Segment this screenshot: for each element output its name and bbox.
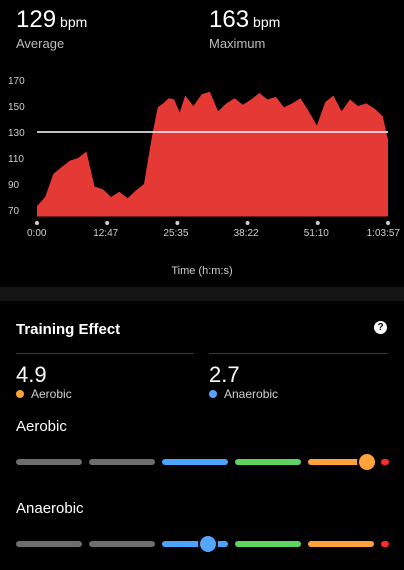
maximum-hr-value: 163 [209, 6, 250, 33]
y-tick-label: 70 [8, 206, 20, 217]
y-tick-label: 170 [8, 76, 25, 87]
anaerobic-te-label: Anaerobic [209, 387, 278, 401]
aerobic-dot-icon [16, 390, 24, 398]
anaerobic-dot-icon [209, 390, 217, 398]
heart-rate-area [37, 91, 388, 217]
x-tick-label: 38:22 [233, 228, 259, 239]
scale-segment [308, 459, 374, 465]
scale-marker [359, 454, 376, 470]
scale-segment [381, 459, 389, 465]
scale-segment [381, 541, 389, 547]
heart-rate-chart[interactable]: 170 150 130 110 90 70 [0, 60, 404, 240]
scale-segment [162, 541, 228, 547]
aerobic-te-value: 4.9 [16, 362, 47, 387]
x-tick-dot [315, 221, 320, 225]
y-tick-label: 110 [8, 154, 24, 165]
scale-segment [16, 541, 82, 547]
x-axis-title: Time (h:m:s) [171, 265, 233, 277]
y-tick-label: 150 [8, 102, 25, 113]
help-icon[interactable]: ? [374, 321, 387, 334]
scale-segment [308, 541, 374, 547]
average-label: Average [16, 36, 65, 51]
average-hr: 129 bpm [16, 6, 87, 34]
scale-marker [200, 536, 217, 552]
maximum-label: Maximum [209, 36, 266, 51]
scale-segment [235, 541, 301, 547]
section-divider [0, 287, 404, 301]
training-effect-title: Training Effect [16, 321, 121, 338]
anaerobic-scale [16, 534, 389, 554]
x-tick-label: 25:35 [163, 228, 189, 239]
maximum-hr-unit: bpm [253, 14, 281, 30]
anaerobic-te-value: 2.7 [209, 362, 240, 387]
aerobic-divider [16, 353, 194, 354]
aerobic-scale [16, 452, 389, 472]
x-tick-dot [245, 221, 250, 225]
x-tick-label: 12:47 [93, 228, 119, 239]
scale-segment [16, 459, 82, 465]
anaerobic-divider [209, 353, 388, 354]
anaerobic-scale-title: Anaerobic [16, 500, 84, 517]
y-tick-label: 90 [8, 180, 20, 191]
aerobic-scale-title: Aerobic [16, 418, 67, 435]
x-tick-label: 0:00 [27, 228, 47, 239]
x-tick-dot [105, 221, 110, 225]
x-tick-dot [175, 221, 180, 225]
scale-segment [89, 459, 155, 465]
x-tick-dot [35, 221, 39, 225]
scale-segment [162, 459, 228, 465]
aerobic-te-label-text: Aerobic [31, 387, 72, 401]
scale-segment [89, 541, 155, 547]
average-hr-value: 129 [16, 6, 57, 33]
average-hr-unit: bpm [60, 14, 88, 30]
aerobic-te-label: Aerobic [16, 387, 72, 401]
anaerobic-te-label-text: Anaerobic [224, 387, 279, 401]
maximum-hr: 163 bpm [209, 6, 280, 34]
x-tick-label: 1:03:57 [366, 228, 400, 239]
x-tick-dot [386, 221, 390, 225]
x-tick-label: 51:10 [303, 228, 329, 239]
scale-segment [235, 459, 301, 465]
y-tick-label: 130 [8, 128, 25, 139]
